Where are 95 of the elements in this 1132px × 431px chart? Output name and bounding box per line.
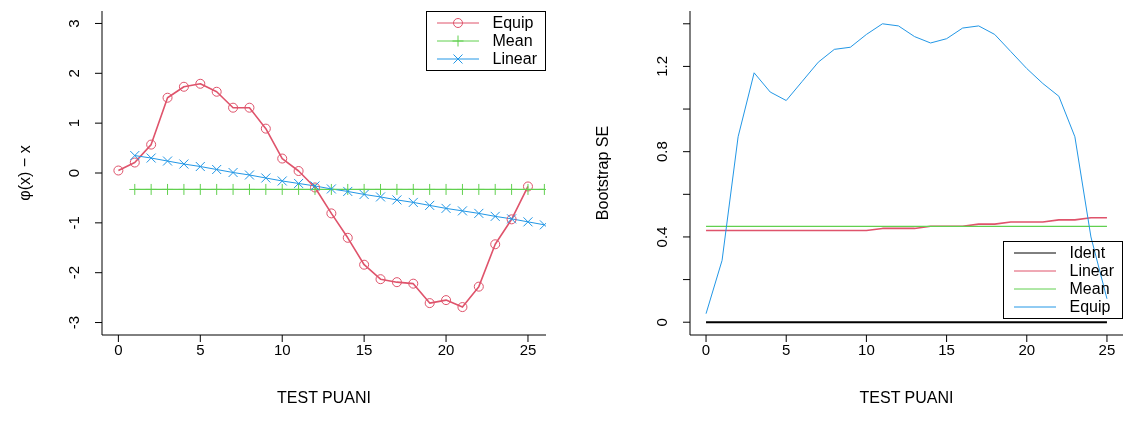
y-tick-label: 0 — [65, 168, 82, 178]
y-axis-title: φ(x) − x — [15, 145, 33, 201]
point — [276, 183, 289, 196]
y-tick-label: 1.2 — [653, 55, 670, 77]
point — [374, 183, 387, 196]
y-tick-label: 1 — [65, 118, 82, 128]
y-tick-label: 0 — [653, 318, 670, 327]
x-axis-title: TEST PUANI — [859, 389, 954, 406]
point — [162, 92, 173, 103]
point — [342, 232, 353, 243]
point — [522, 181, 533, 192]
point — [472, 183, 485, 196]
point — [505, 183, 518, 196]
x-tick-label: 10 — [858, 340, 875, 358]
point — [375, 274, 386, 285]
line-series — [705, 216, 1108, 232]
point — [293, 166, 304, 177]
legend-label: Equip — [492, 14, 534, 32]
x-tick-label: 0 — [114, 340, 123, 358]
y-tick-label: -1 — [65, 216, 82, 230]
point — [391, 194, 402, 205]
point — [244, 102, 255, 113]
point — [391, 277, 402, 288]
point — [277, 175, 288, 186]
point — [375, 191, 386, 202]
legend-label: Mean — [492, 32, 533, 50]
point — [293, 178, 304, 189]
point — [277, 153, 288, 164]
point — [490, 239, 501, 250]
y-tick-label: 0.8 — [653, 141, 670, 163]
x-axis-title: TEST PUANI — [277, 389, 371, 406]
point — [260, 123, 271, 134]
point — [473, 208, 484, 219]
y-tick-label: -2 — [65, 266, 82, 280]
x-tick-label: 25 — [1098, 340, 1116, 358]
point — [244, 169, 255, 180]
legend-label: Linear — [492, 50, 537, 68]
point — [424, 298, 435, 309]
point — [408, 278, 419, 289]
x-tick-label: 10 — [273, 340, 291, 358]
point — [162, 156, 173, 167]
y-tick-label: -3 — [65, 315, 82, 330]
point — [359, 259, 370, 270]
point — [128, 183, 141, 196]
point — [424, 200, 435, 211]
point — [211, 86, 222, 97]
point — [407, 183, 420, 196]
point — [211, 164, 222, 175]
x-tick-label: 15 — [938, 340, 955, 358]
point — [146, 139, 157, 150]
point — [228, 167, 239, 178]
point — [326, 208, 337, 219]
point — [473, 281, 484, 292]
y-tick-label: 3 — [65, 19, 82, 28]
legend-label: Ident — [1069, 244, 1106, 262]
point — [210, 183, 223, 196]
legend-label: Mean — [1069, 280, 1110, 298]
point — [228, 102, 239, 113]
point — [359, 189, 370, 200]
x-tick-label: 5 — [782, 340, 791, 358]
point — [522, 216, 533, 227]
point — [457, 205, 468, 216]
point — [195, 161, 206, 172]
legend-label: Linear — [1069, 262, 1114, 280]
x-tick-label: 20 — [1018, 340, 1036, 358]
point — [178, 159, 189, 170]
point — [292, 183, 305, 196]
point — [178, 81, 189, 92]
point — [195, 78, 206, 89]
point — [129, 150, 140, 161]
point — [129, 157, 140, 168]
point — [441, 295, 452, 306]
x-tick-label: 25 — [519, 340, 537, 358]
point — [243, 183, 256, 196]
point — [490, 211, 501, 222]
point — [457, 302, 468, 313]
point — [161, 183, 174, 196]
point — [146, 153, 157, 164]
x-tick-label: 20 — [437, 340, 455, 358]
x-tick-label: 0 — [701, 340, 711, 358]
point — [260, 172, 271, 183]
x-tick-label: 5 — [196, 340, 205, 358]
point — [408, 197, 419, 208]
point — [259, 183, 272, 196]
point — [423, 183, 436, 196]
point — [456, 183, 469, 196]
x-tick-label: 15 — [355, 340, 373, 358]
point — [441, 203, 452, 214]
y-tick-label: 2 — [65, 69, 82, 78]
legend-label: Equip — [1069, 298, 1111, 316]
y-axis-title: Bootstrap SE — [593, 125, 611, 221]
y-tick-label: 0.4 — [653, 226, 670, 248]
point — [194, 183, 207, 196]
point — [113, 165, 124, 176]
point — [489, 183, 502, 196]
